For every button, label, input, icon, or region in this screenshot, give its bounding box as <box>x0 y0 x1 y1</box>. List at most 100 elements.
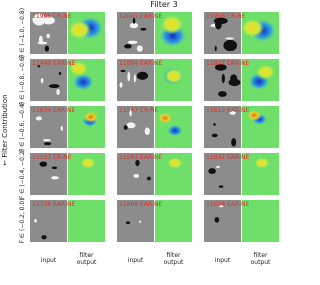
output-image <box>155 200 192 242</box>
magnetic-patch <box>34 218 37 223</box>
region-label: 11884 EAR-NE <box>119 60 162 67</box>
input-image <box>30 153 67 195</box>
output-label: filter <box>254 252 268 259</box>
row-label: F ∈ (−0.6, −0.4) <box>19 102 26 152</box>
region-label: 11581 EAR-NE <box>119 154 162 161</box>
magnetic-patch <box>51 176 59 180</box>
magnetic-patch <box>213 123 216 126</box>
magnetic-patch <box>144 127 150 135</box>
magnetic-patch <box>133 173 140 178</box>
input-image <box>30 59 67 101</box>
output-label: filter <box>167 252 181 259</box>
magnetic-patch <box>140 27 147 31</box>
magnetic-patch <box>214 64 227 71</box>
region-label: 11813 EAR-NE <box>206 107 249 114</box>
panel-grid: F ∈ (−1.0, −0.8) 11906 CR-NE 12041 EAR-NE 1… <box>19 8 279 266</box>
magnetic-patch <box>48 84 60 89</box>
magnetic-patch <box>229 110 236 115</box>
input-label: input <box>215 257 231 264</box>
magnetic-patch <box>223 39 238 52</box>
magnetic-patch <box>39 161 48 167</box>
magnetic-patch <box>60 126 63 131</box>
region-label: 11547 CR-NE <box>119 107 159 114</box>
input-label: input <box>128 257 144 264</box>
magnetic-patch <box>43 142 52 146</box>
region-label: 11137 CR-NE <box>32 154 72 161</box>
output-image <box>242 200 279 242</box>
magnetic-patch <box>38 35 43 44</box>
magnetic-patch <box>146 176 151 181</box>
magnetic-patch <box>138 220 142 223</box>
magnetic-patch <box>37 65 41 68</box>
row-label: F ∈ (−0.8, −0.6) <box>19 55 26 105</box>
magnetic-patch <box>136 45 143 52</box>
input-image <box>117 200 154 242</box>
magnetic-patch <box>42 139 51 142</box>
magnetic-patch <box>216 165 220 169</box>
magnetic-patch <box>213 17 228 25</box>
magnetic-patch <box>225 37 235 40</box>
activation <box>167 157 183 169</box>
activation <box>240 17 265 38</box>
magnetic-patch <box>219 204 224 208</box>
region-label: 11906 CR-NE <box>206 13 246 20</box>
activation <box>255 64 276 81</box>
input-label: input <box>41 257 57 264</box>
magnetic-patch <box>56 88 60 96</box>
magnetic-patch <box>127 71 131 82</box>
input-image <box>117 106 154 148</box>
magnetic-patch <box>51 166 58 170</box>
magnetic-patch <box>32 13 46 26</box>
magnetic-patch <box>40 78 44 84</box>
activation <box>80 157 96 169</box>
magnetic-patch <box>135 159 140 167</box>
input-image <box>204 153 241 195</box>
magnetic-patch <box>46 33 50 39</box>
magnetic-patch <box>208 168 216 175</box>
region-label: 11449 EAR-NE <box>32 60 75 67</box>
output-label: output <box>251 259 271 266</box>
output-label: filter <box>80 252 94 259</box>
magnetic-patch <box>214 45 217 52</box>
magnetic-patch <box>129 22 139 29</box>
side-label: ← Filter Contribution <box>1 94 9 165</box>
magnetic-patch <box>132 17 136 24</box>
magnetic-patch <box>35 116 42 121</box>
row-label: F ∈ (−1.0, −0.8) <box>19 8 26 58</box>
activation <box>72 73 95 92</box>
magnetic-patch <box>44 45 50 52</box>
region-label: 11698 EAR-NE <box>206 201 249 208</box>
magnetic-patch <box>231 138 237 147</box>
activation <box>160 14 185 35</box>
magnetic-patch <box>127 40 138 44</box>
activation <box>82 111 99 124</box>
magnetic-patch <box>125 221 131 225</box>
region-label: 11906 CR-NE <box>32 13 72 20</box>
region-label: 11869 EAR-NE <box>119 201 162 208</box>
row-label: F ∈ (−0.4, −0.2) <box>19 149 26 199</box>
region-label: 11736 EAR-NE <box>32 201 75 208</box>
magnetic-patch <box>58 71 62 76</box>
activation <box>68 60 89 77</box>
row-label: F ∈ (−0.2, 0.0) <box>19 198 26 243</box>
title: Filter 3 <box>150 0 177 9</box>
region-label: 11807 EAR-NE <box>206 60 249 67</box>
region-label: 11634 EAR-NE <box>32 107 75 114</box>
activation <box>157 112 174 125</box>
output-image <box>68 200 105 242</box>
region-label: 12041 EAR-NE <box>119 13 162 20</box>
magnetic-patch <box>41 235 47 240</box>
input-image <box>117 12 154 54</box>
magnetic-patch <box>228 78 241 87</box>
activation <box>246 109 263 122</box>
magnetic-patch <box>123 125 128 130</box>
magnetic-patch <box>218 185 224 188</box>
magnetic-patch <box>211 133 218 138</box>
magnetic-patch <box>124 44 132 49</box>
magnetic-patch <box>120 69 126 73</box>
activation <box>166 124 183 137</box>
magnetic-patch <box>136 71 149 80</box>
activation <box>163 68 184 85</box>
magnetic-patch <box>214 217 220 223</box>
activation <box>67 19 92 40</box>
